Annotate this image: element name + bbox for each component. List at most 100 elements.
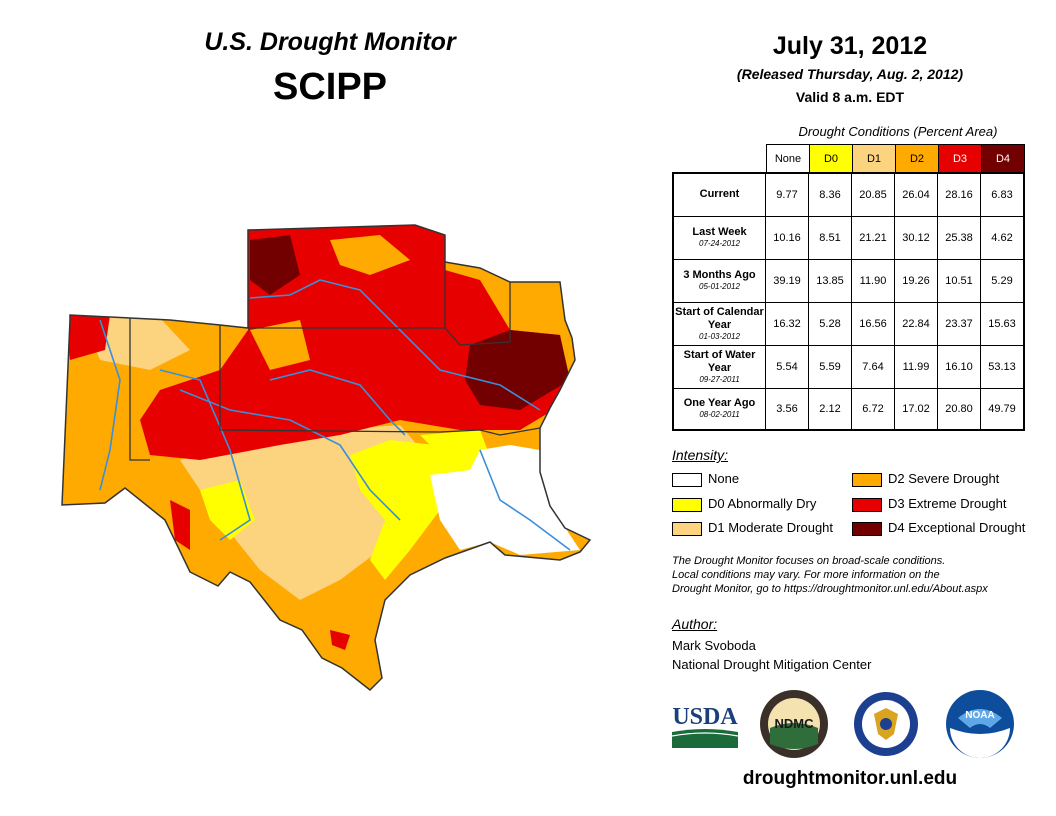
legend-item-d2: D2 Severe Drought — [852, 470, 999, 488]
table-cell: 8.51 — [808, 215, 852, 260]
table-cell: 9.77 — [765, 172, 809, 217]
table-cell: 20.85 — [851, 172, 895, 217]
table-cell: 16.10 — [937, 344, 981, 389]
legend-item-d0: D0 Abnormally Dry — [672, 495, 816, 513]
legend-item-none: None — [672, 470, 739, 488]
state-borders — [61, 224, 592, 692]
note-line: The Drought Monitor focuses on broad-sca… — [672, 555, 946, 567]
table-cell: 11.99 — [894, 344, 938, 389]
commerce-seal-logo — [854, 692, 918, 756]
row-label: 3 Months Ago 05-01-2012 — [672, 258, 766, 303]
legend-label: D0 Abnormally Dry — [708, 496, 817, 511]
table-row: Current 9.77 8.36 20.85 26.04 28.16 6.83 — [672, 172, 1025, 217]
column-header-d4: D4 — [981, 144, 1025, 173]
table-cell: 39.19 — [765, 258, 809, 303]
table-cell: 5.54 — [765, 344, 809, 389]
row-label: Current — [672, 172, 766, 217]
region-title: SCIPP — [272, 66, 388, 108]
row-label-text: Start of Water Year — [683, 348, 756, 374]
noaa-logo-text: NOAA — [965, 710, 994, 721]
legend-swatch — [672, 472, 702, 487]
table-cell: 4.62 — [980, 215, 1025, 260]
legend-label: D2 Severe Drought — [888, 471, 1000, 486]
row-label-text: Last Week — [692, 226, 747, 238]
table-cell: 22.84 — [894, 301, 938, 346]
row-label-date: 01-03-2012 — [699, 331, 740, 341]
ndmc-logo-text: NDMC — [775, 716, 815, 731]
legend-label: D3 Extreme Drought — [888, 496, 1007, 511]
table-cell: 11.90 — [851, 258, 895, 303]
row-label-text: Current — [699, 188, 740, 201]
drought-map — [61, 224, 592, 692]
table-cell: 20.80 — [937, 387, 981, 431]
column-header-d2: D2 — [895, 144, 939, 173]
note-line: Drought Monitor, go to https://droughtmo… — [672, 583, 988, 595]
table-row: One Year Ago 08-02-2011 3.56 2.12 6.72 17.02 2… — [672, 387, 1025, 431]
valid-time: Valid 8 a.m. EDT — [795, 89, 905, 105]
table-cell: 5.29 — [980, 258, 1025, 303]
legend-swatch — [852, 472, 882, 487]
column-header-d1: D1 — [852, 144, 896, 173]
row-label-text: Start of Calendar Year — [675, 305, 764, 331]
table-cell: 3.56 — [765, 387, 809, 431]
legend-swatch — [672, 497, 702, 512]
usda-logo-text: USDA — [672, 704, 738, 730]
release-date: (Released Thursday, Aug. 2, 2012) — [736, 66, 964, 82]
rivers — [99, 279, 571, 551]
legend-swatch — [852, 497, 882, 512]
table-cell: 6.83 — [980, 172, 1025, 217]
map-date: July 31, 2012 — [772, 32, 928, 60]
noaa-logo: NOAA — [946, 690, 1014, 758]
table-cell: 53.13 — [980, 344, 1025, 389]
legend-label: D4 Exceptional Drought — [888, 520, 1026, 535]
disclaimer-note: The Drought Monitor focuses on broad-sca… — [672, 554, 1042, 596]
legend-swatch — [672, 521, 702, 536]
table-cell: 28.16 — [937, 172, 981, 217]
table-header: None D0 D1 D2 D3 D4 — [766, 144, 1025, 173]
table-row: 3 Months Ago 05-01-2012 39.19 13.85 11.90 19.… — [672, 258, 1025, 303]
table-cell: 2.12 — [808, 387, 852, 431]
usda-logo: USDA — [671, 704, 738, 748]
table-cell: 25.38 — [937, 215, 981, 260]
drought-statistics-table: Current 9.77 8.36 20.85 26.04 28.16 6.83 Last W… — [672, 172, 1025, 431]
table-cell: 30.12 — [894, 215, 938, 260]
table-cell: 10.51 — [937, 258, 981, 303]
legend-label: D1 Moderate Drought — [708, 520, 834, 535]
column-header-d3: D3 — [938, 144, 982, 173]
table-cell: 15.63 — [980, 301, 1025, 346]
table-cell: 17.02 — [894, 387, 938, 431]
row-label: One Year Ago 08-02-2011 — [672, 387, 766, 431]
table-cell: 5.59 — [808, 344, 852, 389]
author-name: Mark Svoboda — [672, 638, 756, 653]
drought-intensity-areas — [62, 225, 590, 690]
table-cell: 5.28 — [808, 301, 852, 346]
legend-item-d4: D4 Exceptional Drought — [852, 519, 1025, 537]
legend-heading: Intensity: — [672, 447, 729, 463]
legend-item-d3: D3 Extreme Drought — [852, 495, 1007, 513]
table-row: Start of Calendar Year 01-03-2012 16.32 5.2… — [672, 301, 1025, 346]
column-header-none: None — [766, 144, 810, 173]
table-cell: 19.26 — [894, 258, 938, 303]
website-url[interactable]: droughtmonitor.unl.edu — [742, 768, 958, 789]
table-cell: 16.56 — [851, 301, 895, 346]
table-cell: 23.37 — [937, 301, 981, 346]
row-label: Start of Water Year 09-27-2011 — [672, 344, 766, 389]
table-cell: 13.85 — [808, 258, 852, 303]
row-label: Last Week 07-24-2012 — [672, 215, 766, 260]
table-cell: 26.04 — [894, 172, 938, 217]
table-cell: 6.72 — [851, 387, 895, 431]
table-caption: Drought Conditions (Percent Area) — [798, 124, 998, 139]
row-label-date: 07-24-2012 — [699, 239, 740, 248]
row-label-date: 08-02-2011 — [699, 410, 740, 420]
legend-label: None — [708, 471, 740, 486]
table-cell: 8.36 — [808, 172, 852, 217]
table-cell: 7.64 — [851, 344, 895, 389]
note-line: Local conditions may vary. For more info… — [672, 569, 940, 581]
author-heading: Author: — [672, 616, 718, 632]
table-cell: 21.21 — [851, 215, 895, 260]
table-cell: 16.32 — [765, 301, 809, 346]
table-row: Last Week 07-24-2012 10.16 8.51 21.21 30.12 25… — [672, 215, 1025, 260]
legend-swatch — [852, 521, 882, 536]
row-label-date: 05-01-2012 — [699, 282, 740, 291]
row-label-text: One Year Ago — [683, 397, 756, 410]
